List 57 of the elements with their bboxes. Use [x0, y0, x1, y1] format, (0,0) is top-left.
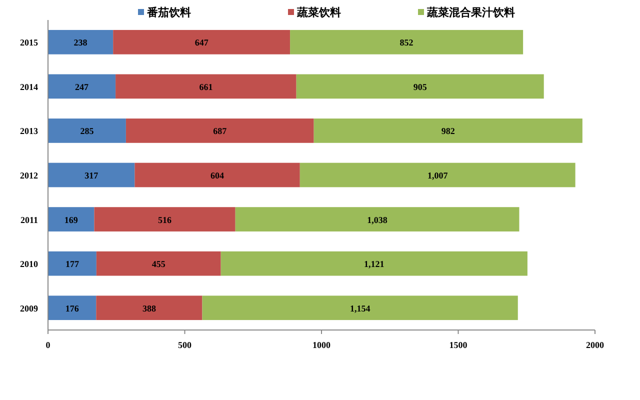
- bar: [48, 162, 135, 188]
- x-tick-label: 1000: [312, 340, 331, 350]
- legend-label: 蔬菜饮料: [296, 6, 341, 19]
- data-label: 238: [74, 38, 88, 48]
- y-tick-label: 2011: [20, 214, 38, 225]
- data-label: 604: [210, 170, 225, 180]
- data-label: 169: [64, 214, 78, 225]
- data-label: 317: [84, 170, 99, 180]
- data-label: 247: [75, 82, 90, 92]
- bar: [96, 296, 202, 320]
- x-tick-label: 1500: [449, 340, 468, 350]
- y-tick-label: 2015: [20, 38, 38, 48]
- bar: [48, 118, 126, 143]
- bar: [220, 251, 528, 276]
- y-tick-label: 2012: [20, 170, 38, 180]
- data-label: 982: [441, 126, 456, 136]
- bar: [126, 118, 314, 143]
- data-label: 285: [80, 126, 94, 136]
- y-tick-label: 2013: [20, 126, 38, 136]
- bar: [48, 74, 116, 99]
- bar: [314, 118, 582, 143]
- bar: [48, 207, 94, 232]
- bar: [296, 74, 544, 99]
- data-label: 388: [142, 303, 156, 314]
- x-tick-label: 500: [178, 340, 192, 350]
- y-tick-label: 2009: [20, 303, 38, 314]
- bar: [116, 74, 296, 99]
- data-label: 1,121: [364, 259, 385, 270]
- data-label: 687: [213, 126, 228, 136]
- data-label: 852: [400, 38, 414, 48]
- x-tick-label: 2000: [586, 340, 604, 350]
- data-label: 176: [65, 303, 80, 314]
- data-label: 1,007: [427, 170, 448, 180]
- bar: [235, 207, 520, 232]
- data-label: 1,154: [350, 303, 371, 314]
- bar: [290, 30, 524, 54]
- y-tick-label: 2010: [20, 259, 38, 270]
- data-label: 455: [152, 259, 166, 270]
- bar: [48, 251, 96, 276]
- bar: [202, 296, 518, 320]
- bar: [96, 251, 221, 276]
- data-label: 647: [194, 38, 209, 48]
- bar: [48, 30, 114, 54]
- y-tick-label: 2014: [20, 82, 38, 92]
- bar: [300, 162, 576, 188]
- data-label: 177: [65, 259, 80, 270]
- bar: [48, 296, 96, 320]
- bar: [94, 207, 236, 232]
- data-label: 905: [413, 82, 428, 92]
- bar: [113, 30, 290, 54]
- legend-label: 蔬菜混合果汁饮料: [426, 6, 515, 19]
- x-tick-label: 0: [46, 340, 51, 350]
- data-label: 661: [199, 82, 214, 92]
- data-label: 1,038: [367, 214, 388, 225]
- bar: [134, 162, 300, 188]
- legend-label: 番茄饮料: [146, 6, 191, 19]
- data-label: 516: [158, 214, 172, 225]
